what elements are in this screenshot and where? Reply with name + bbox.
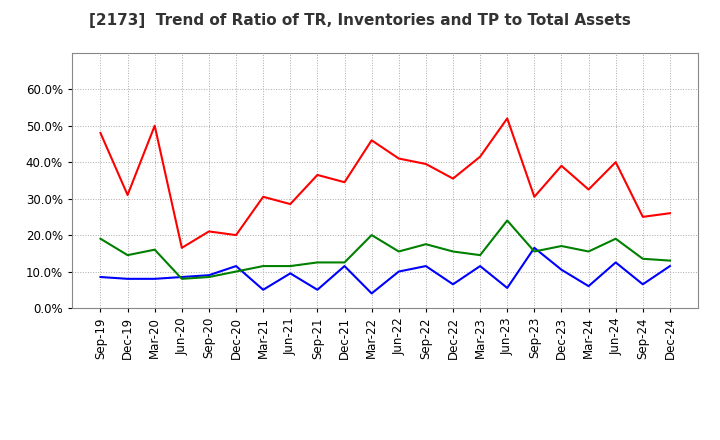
Inventories [150, 276, 159, 282]
Inventories [584, 283, 593, 289]
Trade Payables [232, 269, 240, 274]
Trade Receivables [449, 176, 457, 181]
Trade Receivables [367, 138, 376, 143]
Trade Payables [530, 249, 539, 254]
Inventories [421, 264, 430, 269]
Trade Receivables [530, 194, 539, 199]
Legend: Trade Receivables, Inventories, Trade Payables: Trade Receivables, Inventories, Trade Pa… [155, 437, 616, 440]
Inventories [639, 282, 647, 287]
Trade Receivables [150, 123, 159, 128]
Trade Receivables [341, 180, 349, 185]
Trade Receivables [232, 232, 240, 238]
Line: Inventories: Inventories [101, 248, 670, 293]
Trade Receivables [313, 172, 322, 178]
Trade Receivables [96, 130, 105, 136]
Trade Receivables [584, 187, 593, 192]
Inventories [232, 264, 240, 269]
Trade Receivables [611, 160, 620, 165]
Trade Receivables [639, 214, 647, 220]
Inventories [611, 260, 620, 265]
Trade Payables [313, 260, 322, 265]
Trade Payables [96, 236, 105, 242]
Trade Receivables [476, 154, 485, 159]
Trade Payables [150, 247, 159, 252]
Trade Payables [503, 218, 511, 223]
Trade Receivables [557, 163, 566, 169]
Inventories [395, 269, 403, 274]
Trade Payables [421, 242, 430, 247]
Trade Receivables [204, 229, 213, 234]
Trade Payables [639, 256, 647, 261]
Trade Payables [259, 264, 268, 269]
Trade Receivables [665, 211, 674, 216]
Inventories [665, 264, 674, 269]
Inventories [530, 245, 539, 250]
Inventories [178, 275, 186, 280]
Text: [2173]  Trend of Ratio of TR, Inventories and TP to Total Assets: [2173] Trend of Ratio of TR, Inventories… [89, 13, 631, 28]
Line: Trade Receivables: Trade Receivables [101, 118, 670, 248]
Trade Payables [665, 258, 674, 263]
Line: Trade Payables: Trade Payables [101, 220, 670, 279]
Trade Payables [584, 249, 593, 254]
Trade Payables [557, 243, 566, 249]
Trade Receivables [286, 202, 294, 207]
Trade Payables [178, 276, 186, 282]
Trade Payables [123, 253, 132, 258]
Inventories [476, 264, 485, 269]
Trade Receivables [395, 156, 403, 161]
Trade Payables [611, 236, 620, 242]
Inventories [123, 276, 132, 282]
Inventories [96, 275, 105, 280]
Trade Receivables [503, 116, 511, 121]
Inventories [204, 272, 213, 278]
Inventories [503, 285, 511, 290]
Trade Receivables [178, 245, 186, 250]
Trade Payables [204, 275, 213, 280]
Trade Payables [449, 249, 457, 254]
Inventories [367, 291, 376, 296]
Inventories [259, 287, 268, 293]
Inventories [557, 267, 566, 272]
Trade Payables [341, 260, 349, 265]
Inventories [449, 282, 457, 287]
Trade Payables [395, 249, 403, 254]
Trade Payables [367, 232, 376, 238]
Trade Receivables [421, 161, 430, 167]
Inventories [313, 287, 322, 293]
Inventories [286, 271, 294, 276]
Trade Receivables [123, 192, 132, 198]
Trade Payables [476, 253, 485, 258]
Trade Payables [286, 264, 294, 269]
Inventories [341, 264, 349, 269]
Trade Receivables [259, 194, 268, 199]
